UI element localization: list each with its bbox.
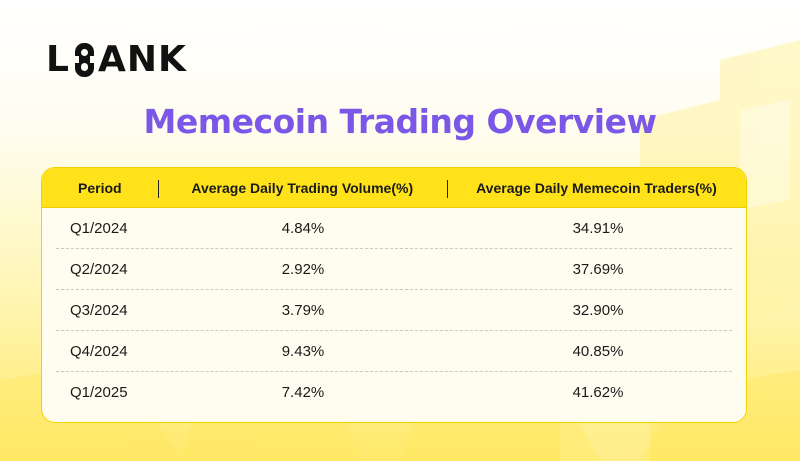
chart-title: Memecoin Trading Overview: [143, 102, 657, 141]
cell-period: Q1/2024: [70, 219, 128, 237]
cell-memecoin-traders: 41.62%: [572, 384, 624, 401]
cell-trading-volume: 3.79%: [281, 301, 325, 319]
cell-memecoin-traders: 37.69%: [572, 260, 624, 278]
lbank-logo: L ANK: [46, 42, 187, 78]
logo-b-mark-icon: [72, 42, 97, 78]
table-row: Q1/2025 7.42% 41.62%: [56, 372, 732, 413]
cell-trading-volume: 9.43%: [281, 342, 325, 360]
cell-period: Q4/2024: [70, 342, 128, 360]
cell-trading-volume: 7.42%: [281, 384, 325, 401]
cell-trading-volume: 2.92%: [281, 260, 325, 278]
table-row: Q3/2024 3.79% 32.90%: [56, 290, 732, 331]
cell-memecoin-traders: 40.85%: [572, 342, 624, 360]
logo-text-right: ANK: [97, 39, 187, 80]
cell-period: Q2/2024: [70, 260, 128, 278]
table-body: Q1/2024 4.84% 34.91% Q2/2024 2.92% 37.69…: [42, 208, 746, 413]
table-row: Q2/2024 2.92% 37.69%: [56, 249, 732, 290]
column-header-trading-volume: Average Daily Trading Volume(%): [157, 168, 447, 208]
table-row: Q4/2024 9.43% 40.85%: [56, 331, 732, 372]
column-header-memecoin-traders: Average Daily Memecoin Traders(%): [446, 168, 746, 208]
cell-memecoin-traders: 32.90%: [572, 301, 624, 319]
table-row: Q1/2024 4.84% 34.91%: [56, 208, 732, 249]
cell-period: Q3/2024: [70, 301, 128, 319]
data-table: Period Average Daily Trading Volume(%) A…: [41, 167, 747, 423]
cell-trading-volume: 4.84%: [281, 219, 325, 237]
logo-text-left: L: [46, 39, 70, 80]
table-header: Period Average Daily Trading Volume(%) A…: [42, 168, 746, 208]
cell-period: Q1/2025: [70, 384, 128, 401]
column-header-period: Period: [78, 179, 122, 196]
cell-memecoin-traders: 34.91%: [572, 219, 624, 237]
